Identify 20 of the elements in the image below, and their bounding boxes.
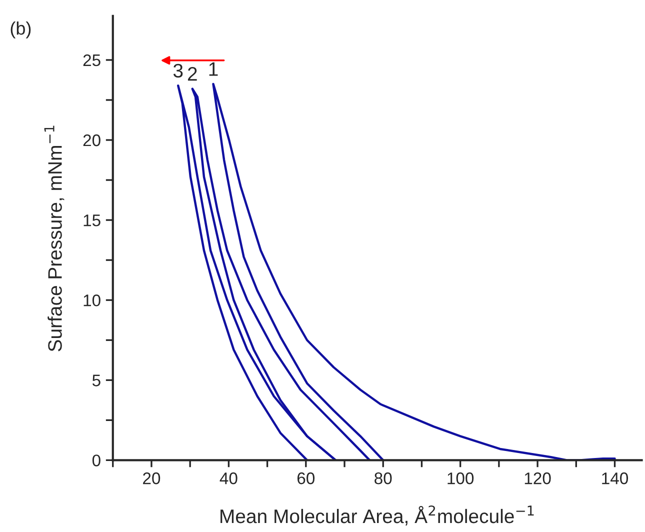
line-series [212, 82, 616, 460]
text: (b) [10, 21, 31, 38]
y-tick-label: 5 [92, 374, 100, 386]
x-tick-label: 140 [602, 472, 628, 484]
annotation: 3 [173, 64, 183, 78]
annotation: 1 [209, 62, 218, 76]
annotation: 2 [188, 67, 197, 81]
x-axis-title: Mean Molecular Area, Å$^{2}$molecule$^{−1}$ [220, 505, 534, 526]
y-tick-label: 10 [84, 294, 100, 306]
x-tick-label: 60 [297, 472, 315, 484]
x-tick-label: 20 [143, 472, 160, 484]
y-tick-label: 25 [83, 54, 100, 66]
y-tick-label: 20 [83, 134, 100, 146]
x-tick-label: 40 [220, 472, 238, 484]
y-tick-label: 15 [84, 214, 100, 226]
x-tick-label: 80 [374, 472, 392, 484]
y-axis-title: Surface Pressure, mNm$^{−1}$ [44, 126, 64, 352]
y-tick-label: 0 [92, 454, 100, 466]
x-tick-label: 120 [524, 472, 551, 484]
x-tick-label: 100 [448, 472, 474, 484]
